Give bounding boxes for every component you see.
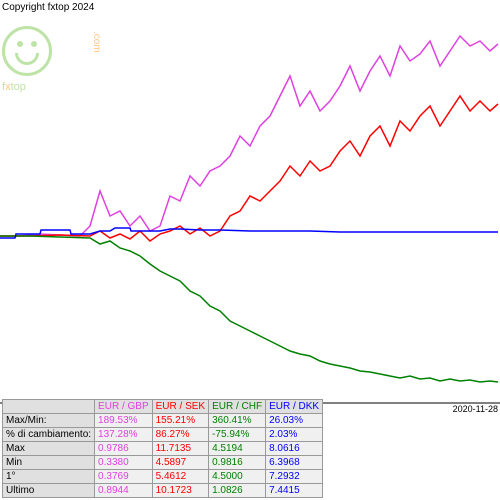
table-cell: 0.9786 [95, 442, 153, 456]
table-cell: 86.27% [152, 428, 208, 442]
table-cell: 137.28% [95, 428, 153, 442]
row-header: Max [3, 442, 95, 456]
table-cell: 155.21% [152, 414, 208, 428]
col-header: EUR / CHF [209, 400, 266, 414]
row-header: Min [3, 456, 95, 470]
series-eur-dkk [0, 228, 498, 238]
table-cell: 4.5000 [209, 470, 266, 484]
table-cell: 2.03% [266, 428, 323, 442]
row-header: Ultimo [3, 484, 95, 498]
chart-area: fxtop .com [0, 16, 500, 404]
table-cell: 4.5897 [152, 456, 208, 470]
table-cell: 1.0826 [209, 484, 266, 498]
row-header: 1° [3, 470, 95, 484]
table-cell: 7.4415 [266, 484, 323, 498]
col-header: EUR / DKK [266, 400, 323, 414]
table-cell: 26.03% [266, 414, 323, 428]
table-cell: 8.0616 [266, 442, 323, 456]
table-cell: 0.3769 [95, 470, 153, 484]
stats-table: EUR / GBPEUR / SEKEUR / CHFEUR / DKK Max… [2, 399, 323, 498]
col-header: EUR / GBP [95, 400, 153, 414]
fxtop-logo: fxtop .com [2, 26, 82, 106]
table-cell: 0.8944 [95, 484, 153, 498]
table-cell: 10.1723 [152, 484, 208, 498]
table-cell: 360.41% [209, 414, 266, 428]
row-header: % di cambiamento: [3, 428, 95, 442]
table-cell: 0.9816 [209, 456, 266, 470]
table-cell: 0.3380 [95, 456, 153, 470]
table-cell: 189.53% [95, 414, 153, 428]
col-header: EUR / SEK [152, 400, 208, 414]
table-corner [3, 400, 95, 414]
table-cell: 6.3968 [266, 456, 323, 470]
x-end-label: 2020-11-28 [453, 404, 498, 414]
table-cell: 5.4612 [152, 470, 208, 484]
series-eur-chf [0, 236, 498, 382]
copyright-text: Copyright fxtop 2024 [2, 2, 94, 13]
row-header: Max/Min: [3, 414, 95, 428]
table-cell: 4.5194 [209, 442, 266, 456]
table-cell: 7.2932 [266, 470, 323, 484]
table-cell: -75.94% [209, 428, 266, 442]
table-cell: 11.7135 [152, 442, 208, 456]
series-eur-sek [0, 96, 498, 241]
